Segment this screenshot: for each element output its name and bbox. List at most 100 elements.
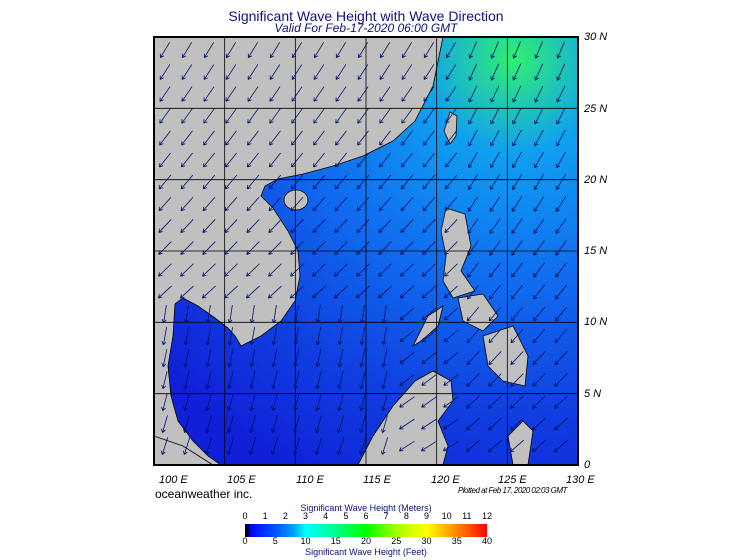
wave-arrow bbox=[467, 218, 479, 234]
wave-arrow bbox=[356, 241, 370, 255]
wave-arrow bbox=[249, 349, 256, 368]
wave-arrow bbox=[271, 371, 278, 390]
wave-arrow bbox=[269, 130, 281, 146]
wave-arrow bbox=[247, 108, 259, 124]
wave-arrow bbox=[249, 327, 255, 346]
wave-arrow bbox=[509, 417, 524, 431]
wave-arrow bbox=[381, 327, 387, 346]
colorbar-tick: 6 bbox=[363, 511, 369, 521]
wave-arrow bbox=[422, 219, 436, 233]
palawan bbox=[412, 305, 444, 348]
wave-arrow bbox=[444, 241, 458, 255]
wave-arrow bbox=[379, 42, 391, 59]
wave-arrow bbox=[337, 371, 344, 390]
wave-arrow bbox=[534, 63, 544, 81]
wave-arrow bbox=[512, 63, 522, 81]
wave-arrow bbox=[556, 152, 566, 169]
wave-arrow bbox=[490, 152, 500, 169]
wave-arrow bbox=[203, 130, 215, 146]
wave-height-map bbox=[153, 36, 579, 466]
wave-arrow bbox=[510, 329, 524, 344]
lon-label-105e: 105 E bbox=[227, 474, 256, 486]
wave-arrow bbox=[246, 241, 260, 255]
colorbar-tick: 10 bbox=[441, 511, 452, 521]
colorbar-tick: 9 bbox=[423, 511, 430, 521]
wave-arrow bbox=[400, 241, 414, 255]
wave-arrow bbox=[334, 174, 348, 190]
wave-arrow bbox=[489, 196, 501, 212]
wave-arrow bbox=[445, 64, 457, 80]
colorbar-tick: 25 bbox=[391, 536, 402, 546]
wave-arrow bbox=[291, 86, 303, 102]
map-border bbox=[153, 36, 579, 466]
wave-arrow bbox=[554, 373, 568, 387]
wave-arrow bbox=[490, 107, 500, 125]
wave-arrow bbox=[421, 285, 436, 299]
wave-arrow bbox=[271, 349, 278, 368]
wave-arrow bbox=[377, 285, 392, 299]
wave-arrow bbox=[313, 86, 325, 102]
wave-arrow bbox=[357, 42, 369, 59]
wave-arrow bbox=[356, 152, 369, 168]
wave-arrow bbox=[421, 418, 437, 430]
wave-arrow bbox=[291, 130, 303, 146]
wave-arrow bbox=[512, 152, 522, 169]
wave-arrow bbox=[554, 329, 568, 344]
wave-arrow bbox=[290, 174, 304, 190]
wave-arrow bbox=[553, 417, 568, 431]
lon-label-100e: 100 E bbox=[159, 474, 188, 486]
wave-arrow bbox=[532, 373, 546, 387]
wave-arrow bbox=[399, 285, 414, 299]
wave-arrow bbox=[401, 130, 413, 146]
wave-arrow bbox=[490, 41, 499, 59]
wave-arrow bbox=[205, 393, 212, 411]
wave-arrow bbox=[378, 263, 392, 277]
wave-arrow bbox=[421, 329, 437, 343]
colorbar-tick: 30 bbox=[421, 536, 432, 546]
wave-arrow bbox=[181, 42, 193, 59]
wave-arrow bbox=[467, 240, 479, 256]
colorbar-tick: 35 bbox=[451, 536, 462, 546]
colorbar-tick: 40 bbox=[481, 536, 493, 546]
wave-arrow bbox=[205, 415, 212, 433]
colorbar-tick: 7 bbox=[383, 511, 389, 521]
wave-arrow bbox=[161, 327, 167, 346]
wave-arrow bbox=[292, 437, 301, 455]
wave-arrow bbox=[511, 174, 523, 191]
wave-arrow bbox=[466, 395, 480, 409]
wave-arrow bbox=[466, 329, 480, 344]
colorbar-meters-title: Significant Wave Height (Meters) bbox=[300, 503, 432, 513]
wave-arrow bbox=[554, 395, 568, 409]
wave-arrow bbox=[249, 305, 255, 324]
lat-label-15n: 15 N bbox=[584, 245, 608, 257]
wave-arrow bbox=[290, 263, 304, 277]
colorbar bbox=[245, 524, 487, 537]
wave-arrow bbox=[313, 42, 325, 59]
wave-arrow bbox=[490, 129, 500, 147]
plotted-timestamp: Plotted at Feb 17, 2020 02:03 GMT bbox=[458, 486, 567, 495]
wave-arrow bbox=[290, 219, 304, 233]
wave-arrow bbox=[225, 130, 237, 146]
wave-arrow bbox=[468, 129, 478, 147]
wave-arrow bbox=[159, 64, 171, 80]
graticule bbox=[154, 37, 578, 465]
wave-arrow bbox=[445, 108, 457, 124]
wave-arrow bbox=[312, 219, 326, 233]
wave-arrow bbox=[512, 85, 522, 103]
wave-arrow bbox=[511, 218, 523, 234]
wave-arrow bbox=[334, 196, 348, 212]
wave-arrow bbox=[205, 305, 211, 324]
wave-arrow bbox=[423, 86, 435, 102]
wave-arrow bbox=[489, 174, 501, 191]
wave-arrow bbox=[554, 306, 568, 322]
wave-arrow bbox=[202, 152, 215, 168]
lon-label-110e: 110 E bbox=[296, 474, 324, 486]
wave-arrow bbox=[161, 305, 167, 324]
wave-arrow bbox=[227, 349, 234, 368]
wave-arrow bbox=[444, 219, 458, 233]
wave-arrow bbox=[183, 393, 190, 411]
colorbar-tick: 1 bbox=[262, 511, 268, 521]
colorbar-tick: 2 bbox=[282, 511, 288, 521]
wave-arrow bbox=[399, 396, 415, 408]
lat-label-10n: 10 N bbox=[584, 316, 608, 328]
